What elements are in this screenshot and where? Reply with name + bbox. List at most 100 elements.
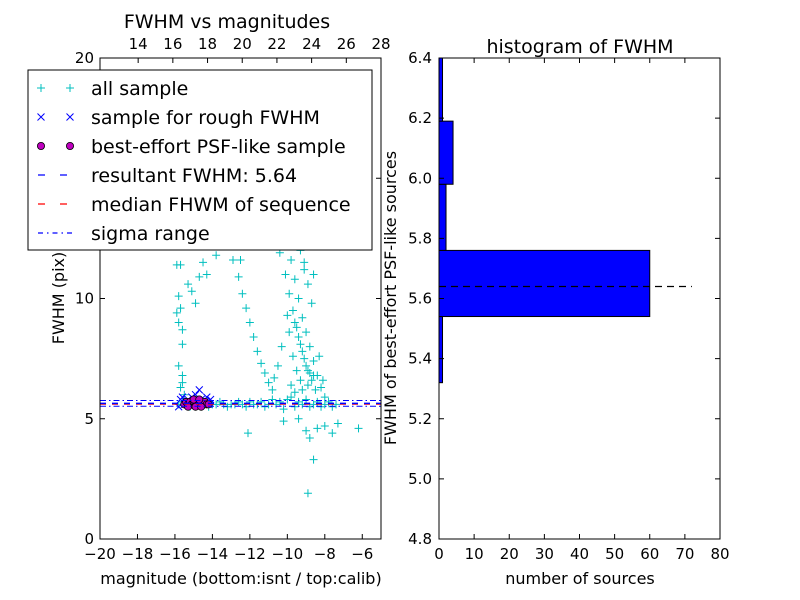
all-sample-point [287, 256, 296, 265]
x-tick-label: 20 [500, 545, 519, 563]
all-sample-point [178, 378, 187, 387]
legend-x-marker [66, 113, 74, 121]
all-sample-point [268, 395, 277, 404]
all-sample-point [300, 265, 309, 274]
all-sample-point [242, 304, 251, 313]
all-sample-point [296, 376, 305, 385]
all-sample-point [253, 347, 262, 356]
legend-label: best-effort PSF-like sample [91, 136, 346, 158]
all-sample-point [309, 455, 318, 464]
all-sample-point [287, 393, 296, 402]
histogram-bar [439, 58, 444, 122]
all-sample-point [243, 429, 252, 438]
x-tick-label: 80 [710, 545, 729, 563]
y-tick-label: 4.8 [408, 530, 432, 548]
all-sample-point [290, 318, 299, 327]
all-sample-point [290, 275, 299, 284]
x-tick-label: −8 [314, 545, 336, 563]
all-sample-point [309, 371, 318, 380]
y-tick-label: 5 [84, 410, 94, 428]
x-tick-label: −10 [272, 545, 304, 563]
x-tick-label: 10 [465, 545, 484, 563]
histogram-bar [439, 120, 454, 185]
all-sample-point [178, 371, 187, 380]
all-sample-point [245, 318, 254, 327]
y-tick-label: 6.2 [408, 109, 432, 127]
all-sample-point [279, 417, 288, 426]
all-sample-point [305, 342, 314, 351]
all-sample-point [174, 361, 183, 370]
all-sample-point [302, 361, 311, 370]
x-tick-label: 70 [675, 545, 694, 563]
top-tick-label: 16 [163, 35, 182, 53]
x-tick-label: −18 [122, 545, 154, 563]
all-sample-point [202, 270, 211, 279]
all-sample-point [187, 287, 196, 296]
all-sample-point [176, 383, 185, 392]
y-tick-label: 5.4 [408, 350, 432, 368]
all-sample-point [260, 369, 269, 378]
all-sample-point [302, 426, 311, 435]
y-tick-label: 5.6 [408, 290, 432, 308]
legend-entry: best-effort PSF-like sample [37, 136, 346, 158]
histogram-bar [439, 316, 444, 384]
legend-label: sample for rough FWHM [91, 107, 320, 129]
top-tick-label: 18 [198, 35, 217, 53]
all-sample-point [309, 357, 318, 366]
all-sample-point [234, 272, 243, 281]
all-sample-point [283, 311, 292, 320]
all-sample-point [275, 397, 284, 406]
all-sample-point [292, 366, 301, 375]
all-sample-point [294, 294, 303, 303]
all-sample-point [303, 280, 312, 289]
all-sample-point [273, 361, 282, 370]
legend-box [27, 69, 373, 251]
all-sample-point [313, 424, 322, 433]
x-tick-label: −16 [159, 545, 191, 563]
rough-fwhm-point [195, 386, 204, 394]
histogram-y-axis-label: FWHM of best-effort PSF-like sources [381, 151, 400, 445]
all-sample-point [333, 419, 342, 428]
y-tick-label: 5.8 [408, 229, 432, 247]
legend-entry: all sample [37, 78, 188, 100]
all-sample-point [236, 256, 245, 265]
all-sample-point [268, 385, 277, 394]
legend-label: sigma range [91, 223, 210, 245]
x-tick-label: −12 [234, 545, 266, 563]
histogram-plot-area [439, 58, 651, 384]
all-sample-point [320, 421, 329, 430]
all-sample-point [281, 270, 290, 279]
top-tick-label: 20 [233, 35, 252, 53]
all-sample-point [318, 376, 327, 385]
histogram-x-axis-label: number of sources [505, 569, 655, 588]
y-tick-label: 6.4 [408, 49, 432, 67]
top-tick-label: 22 [267, 35, 286, 53]
all-sample-point [264, 378, 273, 387]
y-tick-label: 5.2 [408, 410, 432, 428]
scatter-panel: FWHM vs magnitudes −20 −18 −16 −14 −12 −10 −8−… [27, 11, 391, 588]
all-sample-point [178, 325, 187, 334]
scatter-x-axis-label: magnitude (bottom:isnt / top:calib) [100, 569, 381, 588]
all-sample-point [191, 299, 200, 308]
all-sample-point [300, 258, 309, 267]
all-sample-point [270, 373, 279, 382]
all-sample-point [249, 332, 258, 341]
histogram-ticks: 0 10 20 30 40 50 60 70 80 4.8 5.0 5.2 5.4 5.6 5.8 6.0 6.… [408, 49, 729, 563]
legend-circle-marker [37, 141, 46, 150]
all-sample-point [172, 308, 181, 317]
all-sample-point [298, 347, 307, 356]
histogram-panel: histogram of FWHM 0 10 20 30 40 50 60 70 80 4.8 5.… [381, 36, 730, 588]
all-sample-point [238, 289, 247, 298]
top-tick-label: 26 [337, 35, 356, 53]
all-sample-point [354, 424, 363, 433]
all-sample-point [279, 405, 288, 414]
all-sample-point [288, 306, 297, 315]
scatter-y-axis-label: FWHM (pix) [49, 252, 68, 345]
all-sample-point [294, 332, 303, 341]
all-sample-point [311, 385, 320, 394]
all-sample-point [328, 429, 337, 438]
all-sample-point [285, 289, 294, 298]
histogram-title: histogram of FWHM [486, 36, 673, 58]
y-tick-label: 6.0 [408, 169, 432, 187]
